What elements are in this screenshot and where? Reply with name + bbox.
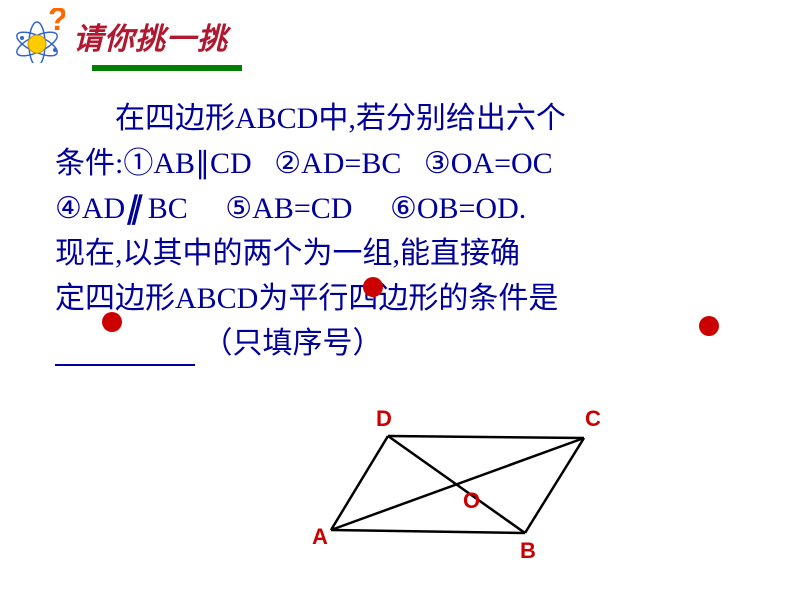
vertex-label-a: A bbox=[312, 524, 328, 550]
vertex-label-d: D bbox=[376, 406, 392, 432]
text-line-4: 现在,以其中的两个为一组,能直接确 bbox=[55, 231, 749, 276]
vertex-label-o: O bbox=[463, 488, 480, 514]
decorative-dot bbox=[699, 316, 719, 336]
text-line-3: ④AD∥ BC ⑤AB=CD ⑥OB=OD. bbox=[55, 186, 749, 231]
decorative-dot bbox=[102, 312, 122, 332]
text-line-2: 条件:①AB∥CD ②AD=BC ③OA=OC bbox=[55, 141, 749, 186]
page-title: 请你挑一挑 bbox=[73, 14, 228, 58]
text-line-1: 在四边形ABCD中,若分别给出六个 bbox=[55, 96, 749, 141]
text-line-5: 定四边形ABCD为平行四边形的条件是 bbox=[55, 276, 749, 321]
answer-blank bbox=[55, 330, 195, 366]
parallelogram-diagram: D C A B O bbox=[300, 400, 640, 580]
question-atom-icon: ? bbox=[10, 8, 65, 63]
svg-text:?: ? bbox=[48, 8, 65, 37]
decorative-dot bbox=[363, 277, 383, 297]
vertex-label-b: B bbox=[520, 538, 536, 564]
text-line-6: （只填序号） bbox=[55, 321, 749, 366]
vertex-label-c: C bbox=[585, 406, 601, 432]
